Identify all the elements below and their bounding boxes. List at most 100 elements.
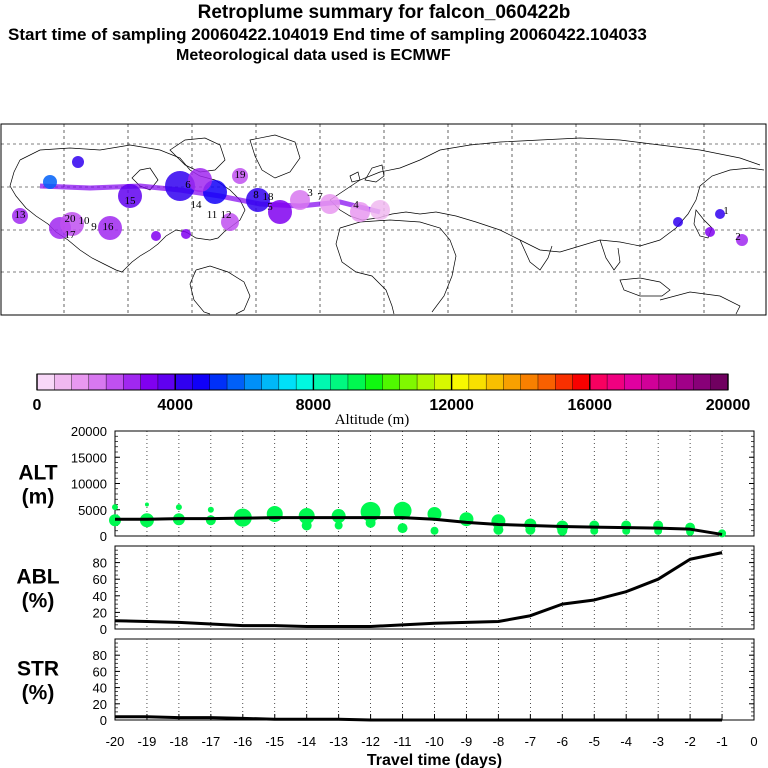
- colorbar-swatch: [88, 373, 107, 391]
- x-tick-label: -6: [557, 734, 569, 749]
- x-tick-label: -10: [425, 734, 444, 749]
- y-tick-label: 10000: [71, 477, 107, 492]
- x-tick-label: -9: [461, 734, 473, 749]
- met-data-note: Meteorological data used is ECMWF: [176, 47, 451, 64]
- plume-circle: [181, 229, 191, 239]
- colorbar-swatch: [520, 373, 539, 391]
- colorbar-swatch: [105, 373, 124, 391]
- sampling-time: Start time of sampling 20060422.104019 E…: [8, 25, 647, 44]
- plume-day-label: 11: [207, 209, 218, 221]
- spread-circle: [557, 525, 568, 536]
- plume-day-label: 5: [267, 201, 273, 213]
- x-tick-label: -2: [684, 734, 696, 749]
- colorbar-tick-label: 4000: [157, 397, 193, 414]
- series-line: [115, 516, 723, 536]
- panel-alt: 20000 15000 10000 5000 0 ALT(m): [18, 424, 755, 544]
- spread-circle: [393, 501, 412, 520]
- colorbar-swatch: [710, 373, 729, 391]
- y-tick-label: 0: [100, 529, 107, 544]
- y-tick-label: 0: [100, 713, 107, 728]
- plume-day-label: 15: [125, 195, 137, 207]
- plume-day-label: 8: [253, 189, 259, 201]
- plume-circle: [98, 216, 122, 240]
- y-axis-label: ALT: [18, 462, 57, 485]
- plume-circle: [715, 209, 725, 219]
- x-tick-label: -17: [201, 734, 220, 749]
- y-axis-label: (%): [22, 682, 55, 705]
- spread-circle: [207, 506, 214, 513]
- colorbar-swatch: [503, 373, 522, 391]
- plume-circle: [232, 168, 248, 184]
- colorbar-swatch: [192, 373, 211, 391]
- x-tick-label: -12: [361, 734, 380, 749]
- spread-circle: [365, 517, 376, 528]
- colorbar-swatch: [624, 373, 643, 391]
- plume-circle: [268, 200, 292, 224]
- spread-circle: [266, 505, 283, 522]
- plume-circle: [72, 156, 84, 168]
- colorbar-swatch: [399, 373, 418, 391]
- y-tick-label: 40: [93, 681, 107, 696]
- plume-circle: [221, 213, 239, 231]
- y-tick-label: 80: [93, 556, 107, 571]
- colorbar-tick-label: 8000: [296, 397, 332, 414]
- spread-circle: [397, 523, 408, 534]
- colorbar-swatch: [434, 373, 453, 391]
- x-tick-label: -4: [620, 734, 632, 749]
- plume-day-label: 12: [221, 209, 232, 221]
- y-axis-label: (%): [22, 590, 55, 613]
- colorbar-swatch: [347, 373, 366, 391]
- colorbar-swatch: [174, 373, 193, 391]
- spread-circle: [430, 526, 439, 535]
- x-tick-label: -18: [170, 734, 189, 749]
- colorbar-swatch: [330, 373, 349, 391]
- colorbar-swatch: [157, 373, 176, 391]
- plume-day-label: 16: [103, 221, 115, 233]
- spread-circle: [112, 504, 118, 511]
- plume-day-label: 6: [185, 179, 191, 191]
- y-tick-label: 20: [93, 605, 107, 620]
- plume-circle: [290, 190, 310, 210]
- colorbar-tick-label: 0: [33, 397, 42, 414]
- x-tick-label: -1: [716, 734, 728, 749]
- colorbar-swatch: [244, 373, 263, 391]
- y-tick-label: 15000: [71, 450, 107, 465]
- spread-circle: [144, 502, 149, 507]
- plume-day-label: 3: [307, 187, 313, 199]
- colorbar-swatch: [36, 373, 55, 391]
- plume-day-label: 17: [65, 229, 77, 241]
- colorbar-swatch: [313, 373, 332, 391]
- plume-circle: [320, 194, 340, 214]
- series-line: [114, 551, 723, 629]
- plume-circle: [60, 212, 84, 236]
- y-axis-label: STR: [17, 658, 59, 681]
- x-tick-label: -3: [652, 734, 664, 749]
- colorbar-swatch: [261, 373, 280, 391]
- colorbar-swatch: [572, 373, 591, 391]
- colorbar-title: Altitude (m): [335, 412, 410, 428]
- colorbar-swatch: [589, 373, 608, 391]
- y-tick-label: 5000: [78, 503, 107, 518]
- x-tick-label: -13: [329, 734, 348, 749]
- plume-day-label: 20: [65, 213, 77, 225]
- y-tick-label: 60: [93, 572, 107, 587]
- spread-circle: [525, 524, 536, 535]
- x-tick-label: -16: [233, 734, 252, 749]
- plume-circle: [43, 175, 57, 189]
- x-tick-label: -14: [297, 734, 316, 749]
- x-tick-label: -5: [588, 734, 600, 749]
- colorbar-swatch: [641, 373, 660, 391]
- x-tick-label: -15: [265, 734, 284, 749]
- plume-circle: [165, 171, 195, 201]
- colorbar-swatch: [71, 373, 90, 391]
- x-axis-label: Travel time (days): [367, 752, 502, 768]
- colorbar-swatch: [606, 373, 625, 391]
- altitude-colorbar: 0 4000 8000 12000 16000 20000 Altitude (m): [33, 373, 751, 428]
- plume-day-label: 14: [191, 199, 203, 211]
- plume-day-label: 1: [723, 205, 729, 217]
- colorbar-tick-label: 20000: [706, 397, 751, 414]
- y-tick-label: 20: [93, 697, 107, 712]
- spread-circle: [331, 509, 346, 524]
